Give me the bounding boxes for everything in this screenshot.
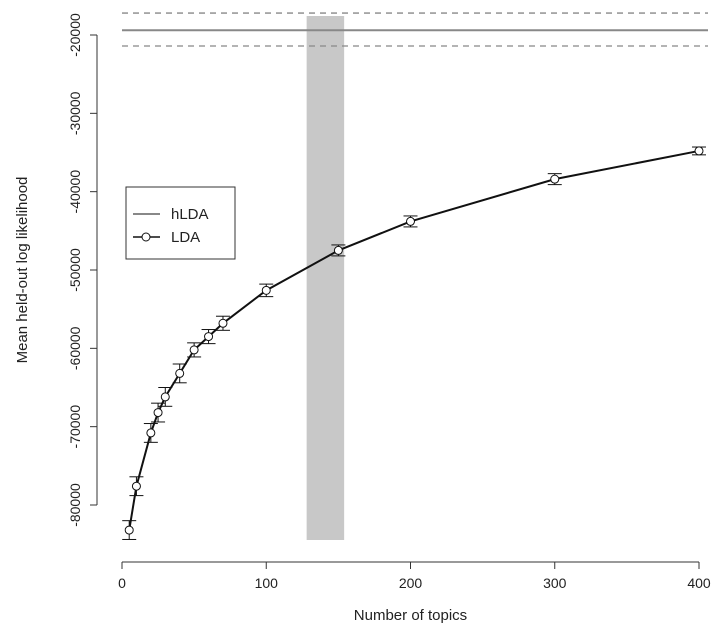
y-tick-label: -30000 <box>67 91 83 135</box>
x-tick-label: 100 <box>255 575 279 591</box>
y-tick-label: -50000 <box>67 248 83 292</box>
x-axis-title: Number of topics <box>354 607 467 624</box>
legend-key-lda-marker <box>141 232 151 242</box>
lda-data-point <box>175 368 185 378</box>
legend-box <box>125 186 236 260</box>
lda-data-point <box>550 174 560 184</box>
legend: hLDA LDA <box>125 186 236 260</box>
legend-label-hlda: hLDA <box>171 206 209 223</box>
lda-data-point <box>261 285 271 295</box>
y-axis-title: Mean held-out log likelihood <box>14 177 31 364</box>
lda-data-point <box>189 345 199 355</box>
y-tick-label: -70000 <box>67 405 83 449</box>
hlda-topic-range-band <box>306 16 345 540</box>
lda-data-point <box>153 408 163 418</box>
y-tick-label: -60000 <box>67 326 83 370</box>
hlda-topic-range-layer <box>306 16 345 540</box>
y-tick-label: -20000 <box>67 13 83 57</box>
lda-data-point <box>146 428 156 438</box>
lda-data-point <box>160 392 170 402</box>
lda-data-point <box>131 481 141 491</box>
legend-label-lda: LDA <box>171 229 200 246</box>
x-tick-label: 200 <box>399 575 423 591</box>
lda-data-point <box>333 245 343 255</box>
lda-data-point <box>124 525 134 535</box>
lda-data-point <box>204 332 214 342</box>
lda-data-point <box>406 216 415 226</box>
x-tick-label: 400 <box>687 575 711 591</box>
y-tick-label: -40000 <box>67 170 83 214</box>
lda-series-layer <box>122 146 706 540</box>
lda-data-point <box>218 318 228 328</box>
hlda-lines-layer <box>122 12 708 47</box>
axes-layer: 0 100 200 300 400 -20000 -30000 -40000 -50000 -60… <box>67 13 711 591</box>
x-tick-label: 0 <box>118 575 126 591</box>
x-tick-label: 300 <box>543 575 567 591</box>
y-tick-label: -80000 <box>67 483 83 527</box>
lda-data-point <box>694 146 704 156</box>
